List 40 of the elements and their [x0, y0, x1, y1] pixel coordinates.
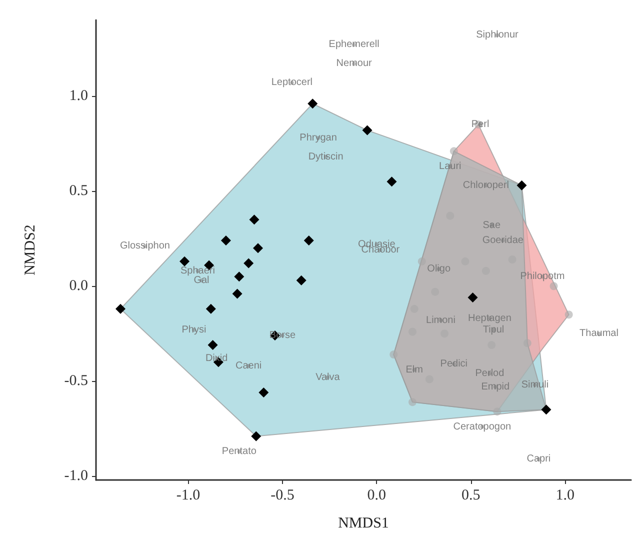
data-label: Tipul — [482, 324, 504, 336]
y-tick-label: 1.0 — [69, 88, 88, 104]
data-label: Valva — [316, 372, 340, 383]
x-tick-label: 0.0 — [367, 488, 386, 504]
data-label: Dytiscin — [308, 151, 344, 162]
data-label: Nemour — [336, 58, 373, 70]
data-label: Leptocerl — [271, 77, 312, 88]
data-label: Physi — [182, 324, 206, 336]
x-tick-label: 0.5 — [462, 488, 480, 504]
y-axis-title: NMDS2 — [22, 224, 38, 276]
data-label: Capri — [526, 454, 551, 465]
data-label: Glossiphon — [120, 240, 170, 252]
data-label: Thaumal — [580, 328, 618, 340]
x-tick-label: -1.0 — [176, 488, 200, 504]
data-label: Sae — [482, 220, 501, 231]
x-axis-title: NMDS1 — [338, 516, 389, 532]
data-label: Gal — [194, 274, 210, 286]
y-tick-label: -0.5 — [64, 373, 88, 390]
data-label: Perlod — [475, 368, 504, 380]
y-tick-label: -1.0 — [64, 468, 88, 484]
data-label: Chloroperl — [462, 180, 510, 191]
data-label: Ceratopogon — [453, 421, 512, 432]
data-label: Heptagen — [468, 312, 512, 324]
data-label: Siphlonur — [476, 30, 520, 41]
data-label: Sphaeri — [180, 265, 215, 276]
data-label: Empid — [481, 381, 510, 392]
data-label: Caeni — [236, 360, 262, 372]
data-label: Ephemerell — [328, 39, 380, 50]
data-label: Phrygan — [300, 132, 337, 144]
data-label: Limoni — [426, 314, 456, 326]
x-tick-label: -0.5 — [270, 488, 294, 504]
y-tick-label: 0.5 — [69, 183, 88, 200]
data-label: Elm — [406, 364, 423, 376]
y-tick-label: 0.0 — [69, 278, 88, 294]
data-label: Goeridae — [482, 234, 524, 246]
data-label: Pedici — [440, 358, 468, 370]
data-label: Dixid — [205, 352, 228, 364]
data-label: Oligo — [427, 264, 451, 275]
x-tick-label: 1.0 — [556, 488, 574, 504]
data-label: Pentato — [222, 446, 257, 457]
